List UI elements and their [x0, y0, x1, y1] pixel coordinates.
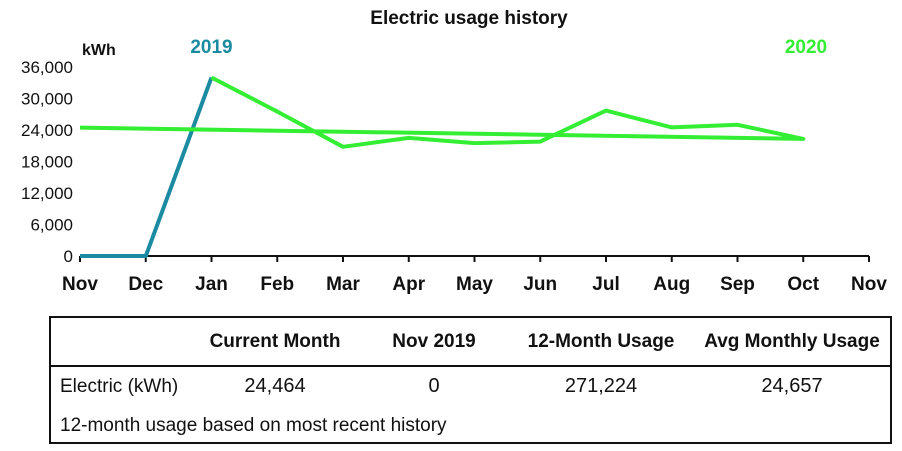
value-12-month-usage: 271,224: [564, 375, 638, 397]
x-axis-ticks: Nov Dec Jan Feb Mar Apr May Jun Jul Aug Sep Oct Nov: [62, 256, 887, 295]
series-label-2019: 2019: [190, 37, 232, 58]
y-tick-label: 24,000: [21, 121, 73, 140]
header-12-month-usage: 12-Month Usage: [527, 331, 675, 352]
x-tick-label: Nov: [62, 274, 98, 295]
usage-summary-table: Current Month Nov 2019 12-Month Usage Av…: [49, 316, 892, 444]
x-tick-label: Jun: [523, 274, 557, 295]
x-tick-label: May: [456, 274, 493, 295]
x-tick-label: Dec: [128, 274, 163, 295]
header-nov-2019: Nov 2019: [392, 331, 476, 352]
x-tick-label: Feb: [260, 274, 294, 295]
row-label-electric: Electric (kWh): [60, 376, 179, 397]
y-tick-label: 12,000: [21, 184, 73, 203]
x-tick-label: Jul: [592, 274, 619, 295]
usage-chart: Electric usage history kWh 36,000 30,000 2…: [21, 8, 887, 295]
summary-header-row: Current Month Nov 2019 12-Month Usage Av…: [51, 318, 890, 367]
x-tick-label: Sep: [720, 274, 755, 295]
series-label-2020: 2020: [785, 37, 827, 58]
header-current-month: Current Month: [209, 331, 341, 352]
y-axis-unit-label: kWh: [82, 42, 116, 59]
y-tick-label: 18,000: [21, 153, 73, 172]
value-nov-2019: 0: [428, 375, 440, 397]
x-tick-label: Jan: [195, 274, 228, 295]
series-labels: 2019 2020: [190, 37, 827, 58]
series-lines: [79, 75, 806, 258]
x-tick-label: Apr: [392, 274, 425, 295]
x-tick-label: Nov: [851, 274, 887, 295]
y-tick-label: 36,000: [21, 58, 73, 77]
value-current-month: 24,464: [244, 375, 306, 397]
x-tick-label: Mar: [326, 274, 360, 295]
usage-footnote: 12-month usage based on most recent hist…: [60, 415, 447, 436]
x-tick-label: Aug: [653, 274, 690, 295]
chart-title: Electric usage history: [370, 8, 568, 29]
y-tick-label: 30,000: [21, 90, 73, 109]
x-tick-label: Oct: [787, 274, 819, 295]
value-avg-monthly-usage: 24,657: [761, 375, 823, 397]
series-line-2019: [80, 76, 214, 258]
y-tick-label: 6,000: [30, 216, 73, 235]
series-line-2020: [79, 75, 806, 149]
header-avg-monthly-usage: Avg Monthly Usage: [704, 331, 880, 352]
y-axis-ticks: 36,000 30,000 24,000 18,000 12,000 6,000 0: [21, 58, 73, 266]
y-tick-label: 0: [64, 247, 73, 266]
